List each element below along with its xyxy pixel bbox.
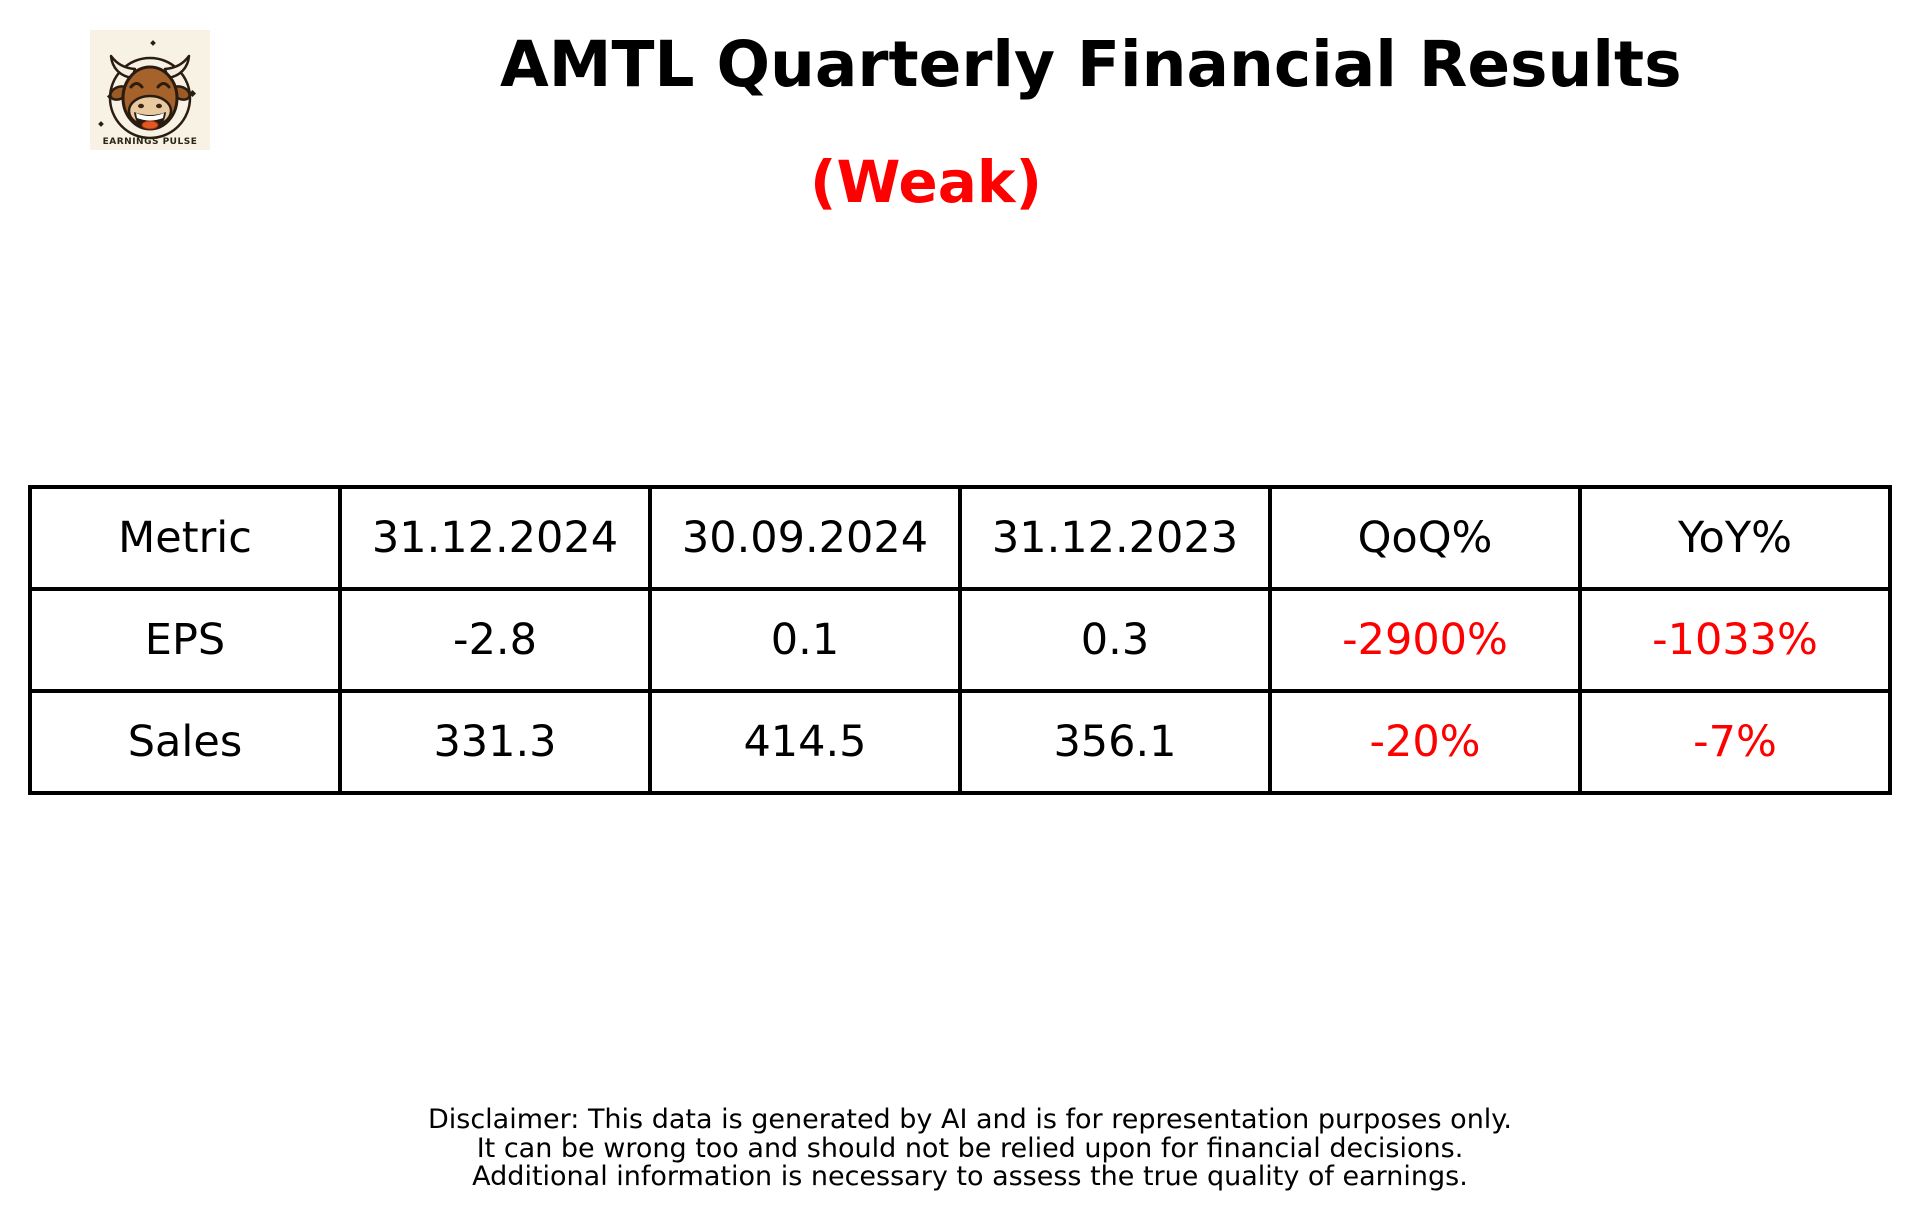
cell-sales-q-prev: 414.5 <box>648 689 962 795</box>
logo-brand-text: EARNINGS PULSE <box>102 137 198 147</box>
cell-eps-q-latest: -2.8 <box>338 587 652 693</box>
earnings-pulse-logo: EARNINGS PULSE <box>90 30 210 150</box>
disclaimer-line: It can be wrong too and should not be re… <box>476 1132 1464 1164</box>
disclaimer-line: Additional information is necessary to a… <box>472 1161 1468 1193</box>
column-header-metric: Metric <box>28 485 342 591</box>
disclaimer-text: Disclaimer: This data is generated by AI… <box>20 1104 1919 1193</box>
row-label-sales: Sales <box>28 689 342 795</box>
column-header-q-latest: 31.12.2024 <box>338 485 652 591</box>
verdict-label: (Weak) <box>810 148 1042 216</box>
bull-mascot-icon <box>98 40 197 140</box>
cell-sales-q-yearago: 356.1 <box>958 689 1272 795</box>
cell-sales-qoq: -20% <box>1268 689 1582 795</box>
cell-sales-q-latest: 331.3 <box>338 689 652 795</box>
financial-results-table: Metric 31.12.2024 30.09.2024 31.12.2023 … <box>28 485 1892 795</box>
table-header-row: Metric 31.12.2024 30.09.2024 31.12.2023 … <box>28 485 1892 591</box>
column-header-q-yearago: 31.12.2023 <box>958 485 1272 591</box>
table-row-sales: Sales 331.3 414.5 356.1 -20% -7% <box>28 689 1892 795</box>
column-header-q-prev: 30.09.2024 <box>648 485 962 591</box>
column-header-yoy: YoY% <box>1578 485 1892 591</box>
table-row-eps: EPS -2.8 0.1 0.3 -2900% -1033% <box>28 587 1892 693</box>
cell-eps-q-yearago: 0.3 <box>958 587 1272 693</box>
disclaimer-line: Disclaimer: This data is generated by AI… <box>427 1104 1513 1135</box>
cell-eps-yoy: -1033% <box>1578 587 1892 693</box>
row-label-eps: EPS <box>28 587 342 693</box>
cell-sales-yoy: -7% <box>1578 689 1892 795</box>
page-title: AMTL Quarterly Financial Results <box>500 28 1682 101</box>
column-header-qoq: QoQ% <box>1268 485 1582 591</box>
cell-eps-qoq: -2900% <box>1268 587 1582 693</box>
cell-eps-q-prev: 0.1 <box>648 587 962 693</box>
